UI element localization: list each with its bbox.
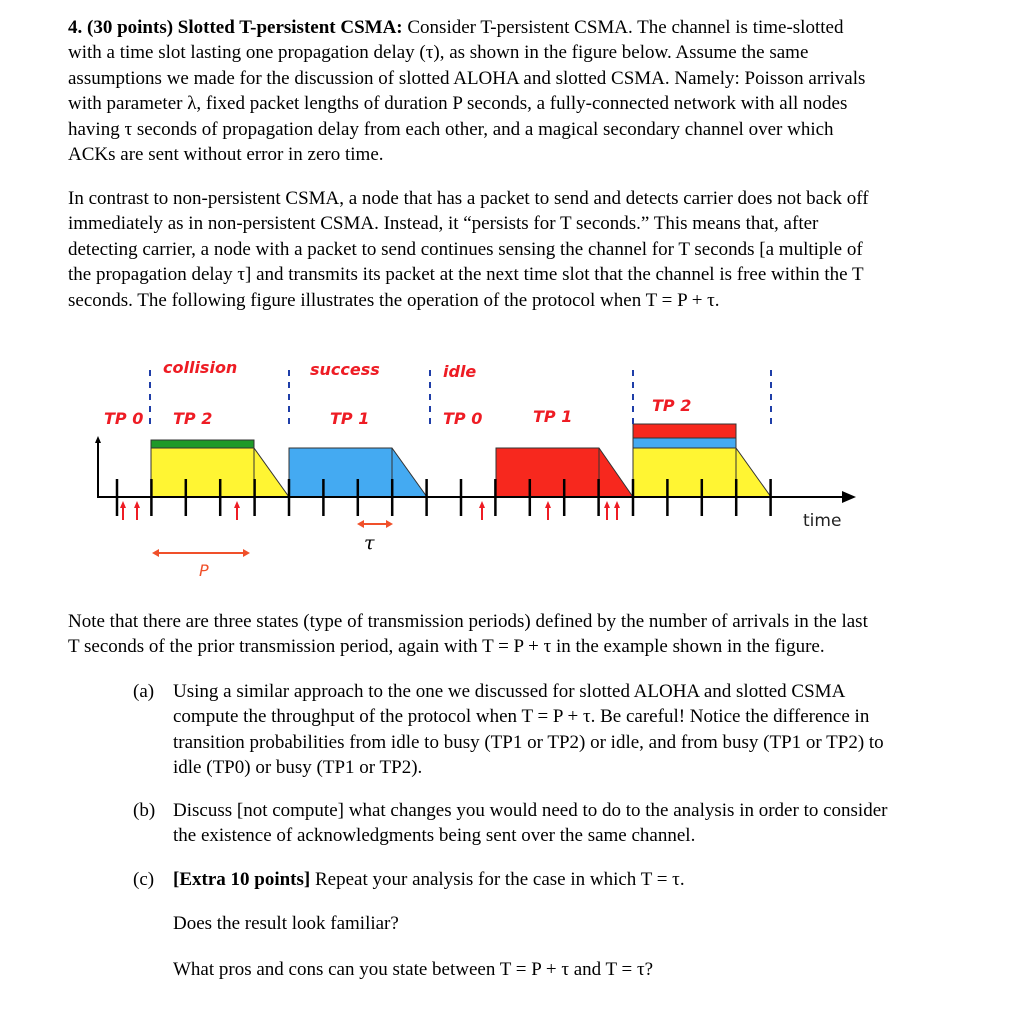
packet-tp2-green-bar: [150, 439, 255, 449]
followup-question: What pros and cons can you state between…: [173, 959, 654, 980]
extra-points: [Extra 10 points]: [173, 869, 311, 890]
arrival-arrowhead: [479, 501, 485, 508]
problem-intro: 4. (30 points) Slotted T-persistent CSMA…: [68, 15, 865, 167]
tp-label: TP 1: [330, 409, 369, 428]
tp-label: TP 1: [533, 407, 572, 426]
part-line: idle (TP0) or busy (TP1 or TP2).: [173, 757, 423, 779]
arrival-arrowhead: [604, 501, 610, 508]
part-label: (a): [133, 681, 155, 702]
para2-line: detecting carrier, a node with a packet …: [68, 238, 863, 260]
intro-line: 4. (30 points) Slotted T-persistent CSMA…: [68, 17, 844, 38]
part-line: transition probabilities from idle to bu…: [173, 731, 884, 753]
intro-line: having τ seconds of propagation delay fr…: [68, 118, 834, 140]
part-line: the existence of acknowledgments being s…: [173, 825, 696, 847]
tp-label: TP 0: [443, 409, 482, 428]
part-line: compute the throughput of the protocol w…: [173, 706, 870, 728]
state-label-success: success: [310, 360, 380, 379]
intro-line: with a time slot lasting one propagation…: [68, 42, 809, 64]
part-label: (c): [133, 869, 155, 890]
paragraph-2: In contrast to non-persistent CSMA, a no…: [68, 186, 869, 313]
part-line: Using a similar approach to the one we d…: [173, 681, 846, 702]
part-line: [Extra 10 points] Repeat your analysis f…: [173, 869, 685, 890]
para2-line: the propagation delay τ] and transmits i…: [68, 264, 864, 286]
tp-label: TP 2: [173, 409, 212, 428]
time-axis-arrowhead: [842, 491, 856, 503]
arrival-arrowhead: [134, 501, 140, 508]
state-label-idle: idle: [443, 362, 476, 381]
slot-ticks: [115, 479, 772, 516]
note-paragraph: Note that there are three states (type o…: [68, 609, 868, 660]
p-label: P: [199, 561, 209, 580]
state-label-collision: collision: [163, 358, 237, 377]
part-line: Discuss [not compute] what changes you w…: [173, 800, 888, 821]
note-line: T seconds of the prior transmission peri…: [68, 636, 825, 658]
arrival-arrowhead: [545, 501, 551, 508]
tau-label: τ: [364, 532, 375, 554]
para2-line: seconds. The following figure illustrate…: [68, 289, 720, 311]
arrival-arrows: [120, 501, 620, 520]
tp-label: TP 2: [652, 396, 691, 415]
arrival-arrowhead: [234, 501, 240, 508]
intro-line: assumptions we made for the discussion o…: [68, 67, 866, 89]
followup-question: Does the result look familiar?: [173, 913, 399, 934]
problem-heading: 4. (30 points) Slotted T-persistent CSMA…: [68, 17, 403, 38]
period-boundaries: [149, 370, 772, 428]
intro-line: with parameter λ, fixed packet lengths o…: [68, 93, 848, 115]
tp-label: TP 0: [104, 409, 143, 428]
time-label: time: [803, 511, 841, 531]
intro-line: ACKs are sent without error in zero time…: [68, 144, 384, 166]
note-line: Note that there are three states (type o…: [68, 611, 868, 632]
para2-line: immediately as in non-persistent CSMA. I…: [68, 213, 819, 235]
arrival-arrowhead: [120, 501, 126, 508]
packet-tp2-red-bar: [632, 423, 737, 439]
arrival-arrowhead: [614, 501, 620, 508]
para2-line: In contrast to non-persistent CSMA, a no…: [68, 188, 869, 209]
part-label: (b): [133, 800, 156, 821]
packet-tp2-blue-bar: [632, 437, 737, 449]
